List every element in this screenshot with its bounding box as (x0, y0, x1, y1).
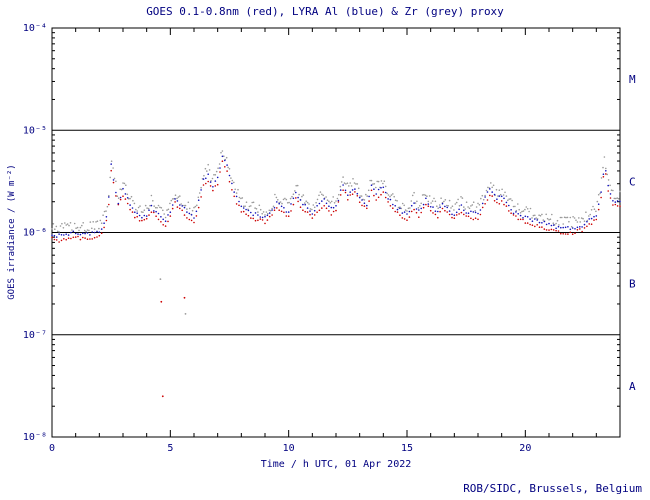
x-tick-label: 10 (283, 443, 295, 454)
flare-class-labels: M C B A (629, 73, 636, 393)
outlier-dot (160, 300, 163, 303)
outlier-dot (183, 296, 186, 299)
outlier-dot (159, 278, 162, 280)
y-tick-label: 10⁻⁶ (23, 228, 47, 239)
x-ticks: 0 5 10 15 20 (49, 28, 621, 454)
outlier-dot (184, 313, 187, 315)
series-goes-0-1-0-8nm (51, 160, 621, 243)
chart-title: GOES 0.1-0.8nm (red), LYRA Al (blue) & Z… (146, 5, 504, 18)
flare-class-letter: B (629, 278, 636, 291)
flare-class-letter: A (629, 380, 636, 393)
x-tick-label: 20 (519, 443, 531, 454)
axes-group: 0 5 10 15 20 10⁻⁴ 10⁻⁵ 10⁻⁶ 10⁻⁷ 10⁻⁸ (23, 23, 621, 454)
y-tick-label: 10⁻⁴ (23, 23, 47, 34)
attribution-text: ROB/SIDC, Brussels, Belgium (463, 482, 642, 495)
flare-class-letter: M (629, 73, 636, 86)
series-lyra-zr-proxy (51, 150, 621, 233)
x-tick-label: 15 (401, 443, 413, 454)
y-tick-label: 10⁻⁵ (23, 125, 47, 136)
x-tick-label: 0 (49, 443, 55, 454)
y-ticks: 10⁻⁴ 10⁻⁵ 10⁻⁶ 10⁻⁷ 10⁻⁸ (23, 23, 620, 443)
x-tick-label: 5 (167, 443, 173, 454)
x-axis-label: Time / h UTC, 01 Apr 2022 (260, 459, 412, 470)
flare-class-letter: C (629, 175, 636, 188)
y-tick-label: 10⁻⁸ (23, 432, 47, 443)
outlier-points (159, 278, 187, 398)
y-tick-label: 10⁻⁷ (23, 330, 47, 341)
series-lyra-al-proxy (51, 155, 621, 238)
outlier-dot (161, 395, 164, 398)
